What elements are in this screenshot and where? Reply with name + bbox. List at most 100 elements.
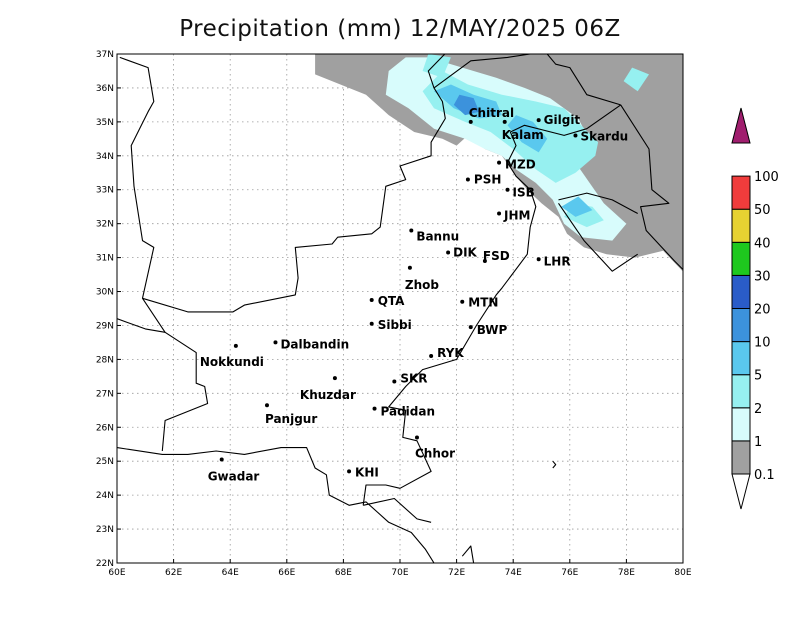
city-dot xyxy=(369,298,374,303)
x-tick-label: 60E xyxy=(108,568,125,578)
city-dot xyxy=(392,379,397,384)
x-tick-label: 62E xyxy=(165,568,182,578)
y-tick-label: 30N xyxy=(96,288,114,298)
colorbar-level-label: 50 xyxy=(754,203,771,218)
city-dot xyxy=(264,403,269,408)
city-dot xyxy=(536,118,541,123)
x-tick-label: 72E xyxy=(448,568,465,578)
colorbar-level-label: 0.1 xyxy=(754,468,775,483)
colorbar-legend: 0.1 1 2 5 10 20 30 40 50 100 xyxy=(731,107,779,510)
precip-area-2mm xyxy=(623,67,649,92)
international-border xyxy=(119,56,155,299)
city-dot xyxy=(332,376,337,381)
x-tick-label: 66E xyxy=(278,568,295,578)
y-tick-label: 25N xyxy=(96,457,114,467)
y-tick-label: 33N xyxy=(96,186,114,196)
city-dot xyxy=(233,343,238,348)
city-marker: Panjgur xyxy=(264,403,317,426)
colorbar-bin xyxy=(731,308,751,343)
city-marker: Gwadar xyxy=(208,457,260,484)
city-marker: FSD xyxy=(482,249,510,263)
city-dot xyxy=(536,257,541,262)
city-label: Kalam xyxy=(502,128,544,142)
city-marker: Dalbandin xyxy=(273,337,349,351)
y-tick-label: 26N xyxy=(96,423,114,433)
x-tick-label: 76E xyxy=(561,568,578,578)
city-label: BWP xyxy=(477,323,508,337)
y-tick-label: 29N xyxy=(96,321,114,331)
city-label: MZD xyxy=(505,158,536,172)
x-tick-label: 80E xyxy=(674,568,691,578)
colorbar-level-label: 2 xyxy=(754,402,762,417)
coastline xyxy=(117,447,435,563)
lake-outline xyxy=(552,460,557,469)
precip-area-5mm xyxy=(507,115,548,153)
city-label: Gilgit xyxy=(544,113,581,127)
colorbar-level-label: 30 xyxy=(754,269,771,284)
y-tick-label: 27N xyxy=(96,389,114,399)
city-dot xyxy=(372,406,377,411)
city-dot xyxy=(482,258,487,263)
city-dot xyxy=(497,211,502,216)
city-dot xyxy=(468,119,473,124)
colorbar-under-triangle xyxy=(731,473,751,510)
city-marker: Gilgit xyxy=(536,113,581,127)
colorbar-level-label: 10 xyxy=(754,336,771,351)
city-label: LHR xyxy=(544,254,571,268)
colorbar-level-label: 100 xyxy=(754,170,779,185)
city-dot xyxy=(429,354,434,359)
international-border xyxy=(362,189,537,506)
city-marker: Skardu xyxy=(573,129,628,143)
international-border xyxy=(117,318,166,333)
city-dot xyxy=(273,340,278,345)
colorbar-bin xyxy=(731,241,751,276)
city-label: MTN xyxy=(468,296,498,310)
city-dot xyxy=(409,228,414,233)
city-label: Panjgur xyxy=(265,412,317,426)
colorbar-bin xyxy=(731,341,751,376)
international-border xyxy=(558,202,639,272)
city-label: QTA xyxy=(378,294,405,308)
city-marker: LHR xyxy=(536,254,571,268)
precipitation-field xyxy=(315,54,683,272)
city-dot xyxy=(414,435,419,440)
colorbar-level-label: 20 xyxy=(754,303,771,318)
city-label: Nokkundi xyxy=(200,355,264,369)
city-label: Dalbandin xyxy=(280,337,349,351)
city-marker: Chitral xyxy=(468,106,514,124)
city-marker: Nokkundi xyxy=(200,343,264,369)
colorbar-bin xyxy=(731,274,751,309)
city-label: Padidan xyxy=(381,405,436,419)
city-label: FSD xyxy=(483,249,510,263)
city-dot xyxy=(369,321,374,326)
city-marker: KHI xyxy=(347,465,379,479)
y-tick-label: 37N xyxy=(96,50,114,60)
colorbar-level-label: 1 xyxy=(754,435,762,450)
city-marker: JHM xyxy=(497,208,531,222)
international-border xyxy=(620,104,683,271)
colorbar-over-triangle xyxy=(731,107,751,144)
city-dot xyxy=(497,160,502,165)
y-tick-label: 34N xyxy=(96,152,114,162)
international-border xyxy=(506,104,622,191)
city-label: Chhor xyxy=(415,446,455,460)
city-dot xyxy=(465,177,470,182)
city-label: Gwadar xyxy=(208,470,260,484)
international-border xyxy=(244,54,253,55)
precip-area-10mm xyxy=(453,94,480,116)
y-tick-label: 24N xyxy=(96,491,114,501)
map-title: Precipitation (mm) 12/MAY/2025 06Z xyxy=(179,16,621,42)
city-dot xyxy=(460,299,465,304)
city-dot xyxy=(505,187,510,192)
colorbar-level-label: 5 xyxy=(754,369,762,384)
city-marker: ISB xyxy=(505,186,535,200)
city-marker: Bannu xyxy=(409,228,459,243)
x-tick-label: 68E xyxy=(335,568,352,578)
colorbar-bin xyxy=(731,440,751,475)
y-tick-label: 28N xyxy=(96,355,114,365)
colorbar-bin xyxy=(731,374,751,409)
coastline xyxy=(461,545,475,563)
city-marker: MTN xyxy=(460,296,498,310)
x-tick-label: 64E xyxy=(222,568,239,578)
